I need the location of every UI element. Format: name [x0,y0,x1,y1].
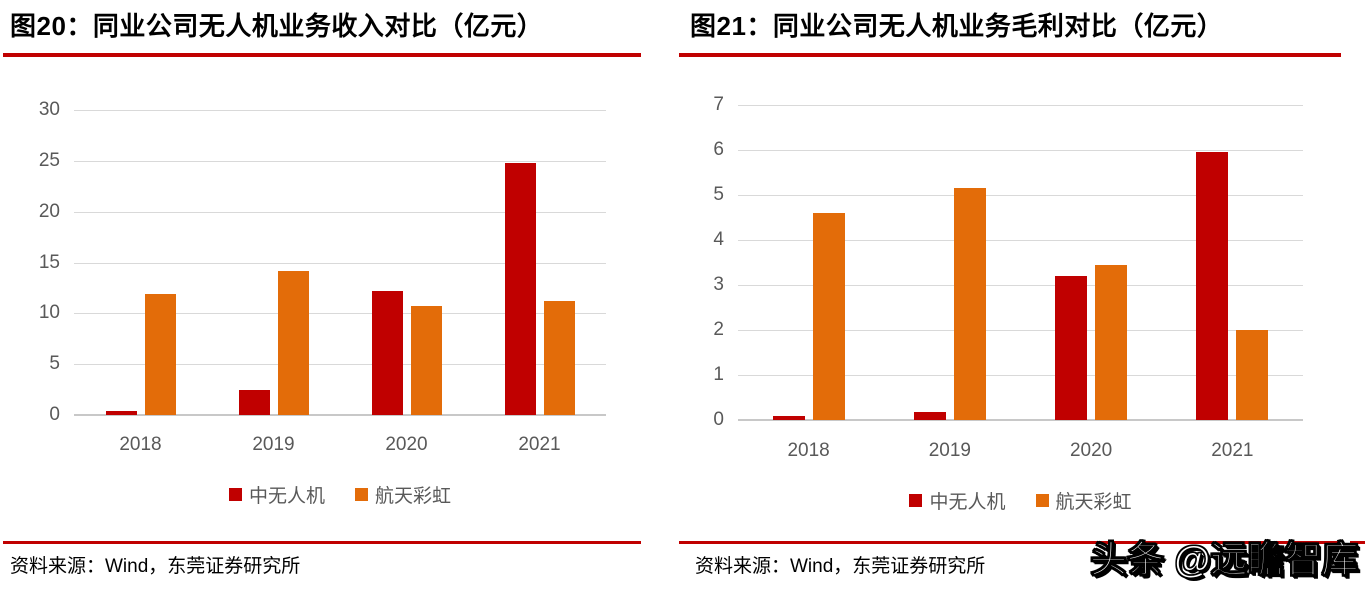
x-category-label: 2021 [1211,440,1254,461]
bar-2020-series-1 [1095,264,1128,420]
bar-2021-series-0 [504,162,536,415]
legend-label: 航天彩虹 [375,486,452,507]
bar-2021-series-0 [1196,152,1229,420]
y-tick-label: 6 [713,139,724,160]
gridline [738,375,1303,376]
y-tick-label: 4 [713,229,724,250]
title-divider-left [3,53,641,57]
legend-swatch-icon [909,494,923,507]
x-category-label: 2018 [787,440,830,461]
gridline [74,110,606,111]
x-category-label: 2020 [1069,440,1113,461]
x-axis-line [738,419,1303,421]
bar-2020-series-0 [371,290,403,415]
gridline [738,330,1303,331]
legend-item: 航天彩虹 [1035,487,1132,514]
gridline [738,150,1303,151]
revenue-bar-chart: 0 5 10 15 20 25 30 2018 2019 2020 2021 中无人机 航天彩虹 [39,99,606,507]
y-tick-label: 1 [713,364,724,385]
x-category-label: 2018 [119,434,162,455]
chart-title-gross-profit: 图21：同业公司无人机业务毛利对比（亿元） [690,11,1224,41]
bar-2018-series-0 [772,415,805,420]
source-divider-right [679,541,1341,544]
x-category-label: 2021 [518,434,561,455]
bar-2019-series-0 [238,389,270,415]
chart-title-revenue: 图20：同业公司无人机业务收入对比（亿元） [10,11,544,41]
bar-2018-series-1 [144,294,176,415]
y-tick-label: 30 [38,99,60,120]
y-tick-label: 15 [38,251,60,273]
source-divider-fragment [1350,541,1365,544]
legend-swatch-icon [355,488,368,501]
gridline [738,240,1303,241]
gridline [738,195,1303,196]
x-category-label: 2020 [385,434,428,455]
gridline [74,313,606,315]
bar-2019-series-0 [913,411,946,420]
legend-label: 中无人机 [929,492,1006,513]
legend-swatch-icon [1035,494,1049,507]
gridline [74,262,606,264]
y-tick-label: 7 [713,94,724,115]
bar-2019-series-1 [277,270,309,415]
legend-item: 航天彩虹 [355,481,451,508]
source-note-left: 资料来源：Wind，东莞证券研究所 [10,556,301,577]
legend-item: 中无人机 [909,487,1006,514]
gross-profit-bar-chart: 0 1 2 3 4 5 6 7 2018 2019 2020 2021 中无人机 航天彩虹 [713,94,1303,513]
legend-swatch-icon [228,488,242,501]
bar-2018-series-0 [105,410,137,415]
chart-legend: 中无人机 航天彩虹 [74,481,606,508]
bar-2019-series-1 [953,188,986,420]
y-tick-label: 10 [38,302,60,324]
legend-label: 中无人机 [248,486,325,507]
bar-2018-series-1 [812,213,845,420]
watermark-toutiao: 头条 @远瞻智库 [1089,539,1359,581]
bar-2020-series-0 [1055,276,1088,420]
source-divider-left [3,541,641,544]
gridline [74,364,606,366]
source-note-right: 资料来源：Wind，东莞证券研究所 [695,556,986,577]
y-tick-label: 3 [713,274,724,295]
y-tick-label: 0 [49,404,60,425]
y-tick-label: 0 [713,409,724,430]
y-tick-label: 5 [49,353,60,375]
legend-item: 中无人机 [228,481,325,508]
title-divider-right [679,53,1341,57]
gridline [738,105,1303,106]
x-category-label: 2019 [928,440,972,461]
legend-label: 航天彩虹 [1055,492,1132,513]
gridline [738,285,1303,286]
chart-legend: 中无人机 航天彩虹 [738,487,1303,514]
bar-2020-series-1 [410,306,442,415]
y-tick-label: 20 [38,200,60,222]
y-tick-label: 5 [713,184,724,205]
bar-2021-series-1 [543,301,575,415]
y-tick-label: 2 [713,319,724,340]
bar-2021-series-1 [1236,330,1269,420]
y-tick-label: 25 [38,149,60,171]
x-category-label: 2019 [252,434,295,455]
gridline [74,160,606,162]
x-axis-line [74,414,606,416]
gridline [74,211,606,213]
